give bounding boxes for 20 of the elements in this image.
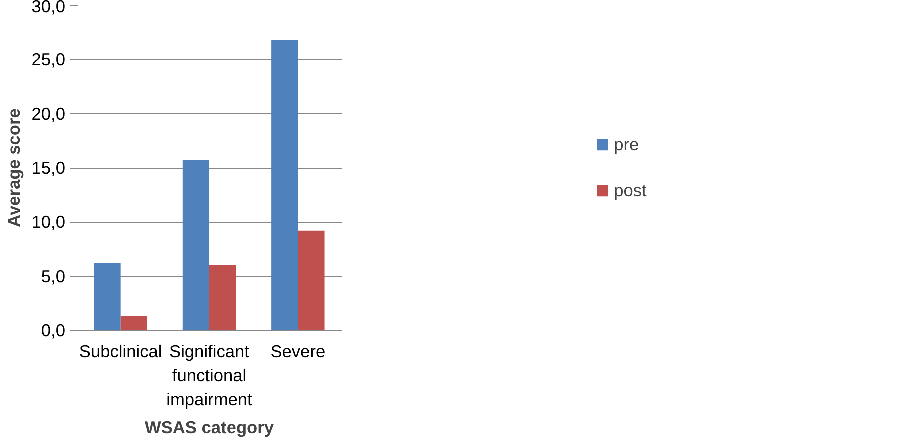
bar <box>210 266 236 330</box>
y-tick-label: 5,0 <box>41 266 66 286</box>
bar <box>94 263 121 330</box>
y-tick-label: 0,0 <box>41 320 66 340</box>
legend-label: post <box>614 180 647 201</box>
bar <box>182 160 210 330</box>
y-tick-label: 10,0 <box>32 212 66 232</box>
x-tick-label: Severe <box>270 342 326 362</box>
y-axis-title: Average score <box>4 108 24 228</box>
bar <box>298 230 325 330</box>
y-tick-label: 15,0 <box>32 158 66 178</box>
y-tick-label: 20,0 <box>32 104 66 124</box>
bar <box>120 316 148 330</box>
x-axis-title: WSAS category <box>144 418 274 438</box>
x-tick-label: Significant functional impairment <box>166 342 253 410</box>
y-tick-label: 30,0 <box>32 0 66 16</box>
bar <box>272 40 298 330</box>
y-tick-label: 25,0 <box>32 50 66 70</box>
legend-label: pre <box>614 134 640 155</box>
x-tick-label: Subclinical <box>79 342 162 362</box>
